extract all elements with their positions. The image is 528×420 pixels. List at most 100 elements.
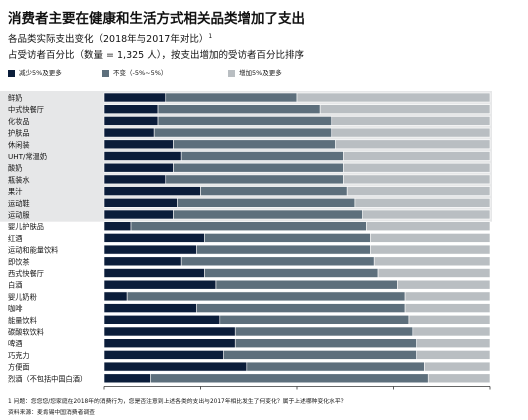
bar-segment-increase <box>424 361 491 372</box>
bar-segment-increase <box>343 162 491 173</box>
bar-segment-same <box>165 92 298 103</box>
bar-segment-decrease <box>103 233 205 243</box>
bar-segment-decrease <box>103 338 236 348</box>
x-tick-label: 25% <box>192 392 210 393</box>
category-label: 啤酒 <box>8 339 22 348</box>
legend-swatch-same <box>102 70 109 77</box>
bar-segment-same <box>246 361 425 372</box>
category-label: 化妆品 <box>8 117 30 126</box>
bar-segment-same <box>126 291 406 302</box>
footnote-marker: 1 <box>208 32 213 40</box>
category-label: 方便面 <box>8 363 30 372</box>
bar-segment-decrease <box>103 162 174 173</box>
bar-segment-decrease <box>103 221 132 231</box>
bar-segment-increase <box>416 350 491 360</box>
bar-segment-decrease <box>103 116 159 126</box>
footnote: 1 问题：您您您/您家庭在2018年的消费行为，您是否注意到上述各类的支出与20… <box>8 399 347 405</box>
bar-segment-increase <box>377 268 491 278</box>
bar-segment-same <box>180 256 375 267</box>
bar-segment-same <box>223 350 417 360</box>
bar-segment-increase <box>404 291 491 302</box>
category-label: 红酒 <box>8 234 22 243</box>
bar-segment-decrease <box>103 373 151 384</box>
bar-segment-decrease <box>103 315 221 325</box>
x-tick-label: 75% <box>385 392 403 393</box>
category-label: 运动服 <box>8 211 30 220</box>
chart-title: 消费者主要在健康和生活方式相关品类增加了支出 <box>8 11 305 27</box>
source-note: 资料来源：麦肯锡中国消费者调查 <box>8 410 95 416</box>
bar-segment-same <box>150 373 429 384</box>
bar-segment-decrease <box>103 174 167 185</box>
category-label: 护肤品 <box>8 129 30 138</box>
bar-segment-same <box>196 244 371 255</box>
chart-legend: 减少5%及更多 不变（-5%~5%） 增加5%及更多 <box>8 69 308 79</box>
bar-segment-same <box>219 315 410 325</box>
bar-segment-increase <box>416 338 491 348</box>
category-label: 运动鞋 <box>8 199 30 208</box>
legend-label-increase: 增加5%及更多 <box>239 69 282 77</box>
bar-segment-same <box>157 104 321 115</box>
bar-segment-decrease <box>103 209 174 220</box>
x-tick-label: 0% <box>98 392 111 393</box>
bar-segment-increase <box>397 279 491 290</box>
bar-segment-increase <box>346 186 491 196</box>
subtitle-text: 各品类实际支出变化（2018年与2017年对比） <box>8 34 209 45</box>
category-label: 咖啡 <box>8 304 22 313</box>
category-label: 运动和能量饮料 <box>8 246 58 255</box>
bar-segment-decrease <box>103 268 205 278</box>
bar-segment-same <box>180 151 344 161</box>
category-label: 白酒 <box>8 281 22 290</box>
bar-segment-same <box>234 338 417 348</box>
category-label: 婴儿奶粉 <box>8 292 37 301</box>
bar-segment-increase <box>343 174 491 185</box>
bar-segment-decrease <box>103 256 182 267</box>
chart-subtitle: 各品类实际支出变化（2018年与2017年对比）1 <box>8 31 212 45</box>
legend-label-decrease: 减少5%及更多 <box>19 69 62 77</box>
bar-segment-increase <box>319 104 491 115</box>
bar-segment-decrease <box>103 361 248 372</box>
legend-swatch-decrease <box>8 70 15 77</box>
bar-segment-same <box>173 209 363 220</box>
category-label: 巧克力 <box>8 351 30 360</box>
bar-segment-same <box>173 139 336 150</box>
bar-segment-same <box>157 116 333 126</box>
bar-segment-increase <box>343 151 491 161</box>
category-label: 西式快餐厅 <box>8 269 44 278</box>
bar-segment-increase <box>366 221 491 231</box>
bar-segment-increase <box>404 303 491 313</box>
bar-segment-increase <box>362 209 491 220</box>
category-label: 鲜奶 <box>8 94 22 103</box>
category-label: 中式快餐厅 <box>8 105 44 114</box>
bar-segment-decrease <box>103 139 174 150</box>
category-label: 果汁 <box>8 187 22 196</box>
bar-segment-decrease <box>103 198 178 208</box>
bar-segment-increase <box>331 116 491 126</box>
bar-segment-increase <box>412 326 491 337</box>
bar-segment-same <box>196 303 406 313</box>
bar-segment-decrease <box>103 350 224 360</box>
bar-segment-increase <box>331 127 491 138</box>
bar-segment-increase <box>370 233 491 243</box>
bar-segment-increase <box>427 373 491 384</box>
bar-segment-same <box>234 326 414 337</box>
category-label: 休闲装 <box>8 140 30 149</box>
category-label: 酸奶 <box>8 164 22 173</box>
bar-segment-decrease <box>103 244 197 255</box>
bar-segment-same <box>153 127 333 138</box>
bar-segment-same <box>165 174 344 185</box>
bar-segment-same <box>177 198 356 208</box>
legend-label-same: 不变（-5%~5%） <box>113 69 168 77</box>
category-label: 瓶装水 <box>8 175 30 184</box>
legend-swatch-increase <box>228 70 235 77</box>
category-label: 婴儿护肤品 <box>8 222 44 231</box>
bar-segment-increase <box>335 139 491 150</box>
category-label: UHT/常温奶 <box>8 152 47 161</box>
bar-segment-decrease <box>103 186 201 196</box>
bar-segment-increase <box>373 256 491 267</box>
bar-segment-increase <box>408 315 491 325</box>
bar-segment-same <box>204 233 371 243</box>
bar-segment-decrease <box>103 151 182 161</box>
category-label: 烈酒（不包括中国白酒） <box>8 374 87 383</box>
bar-segment-decrease <box>103 104 159 115</box>
